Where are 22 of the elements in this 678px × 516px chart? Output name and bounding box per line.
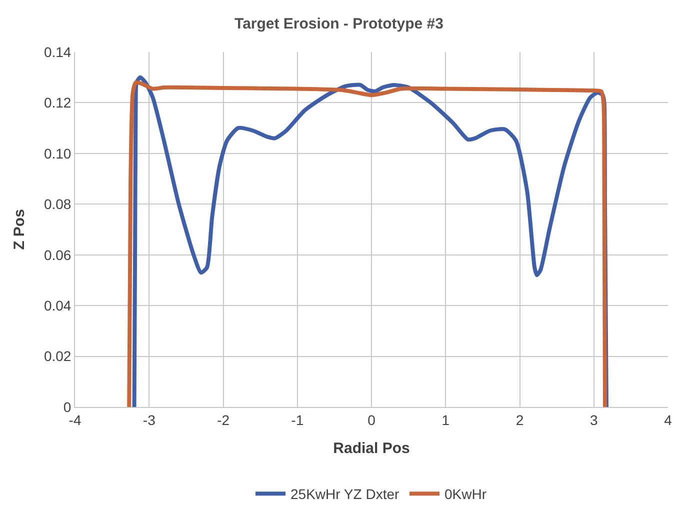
x-tick-label: -2 [217,412,230,428]
y-tick-label: 0.10 [44,145,72,162]
x-tick-label: 4 [664,412,672,428]
y-tick-label: 0 [63,398,72,415]
x-tick-label: 1 [442,412,450,428]
legend-label: 25KwHr YZ Dxter [290,486,400,502]
y-tick-label: 0.04 [44,297,72,314]
legend-label: 0KwHr [444,486,487,502]
x-tick-label: -1 [291,412,304,428]
chart-title: Target Erosion - Prototype #3 [234,16,444,33]
y-tick-label: 0.08 [44,196,72,212]
y-tick-label: 0.12 [44,94,72,111]
x-tick-label: -4 [68,412,82,428]
x-tick-label: 2 [516,412,524,428]
y-tick-label: 0.02 [44,348,72,364]
x-tick-label: 3 [590,412,598,428]
x-tick-label: 0 [368,412,376,428]
y-tick-label: 0.14 [44,44,72,60]
y-tick-label: 0.06 [44,246,72,263]
x-axis-title: Radial Pos [333,440,410,457]
y-axis-title: Z Pos [11,209,28,250]
x-tick-label: -3 [142,412,156,428]
